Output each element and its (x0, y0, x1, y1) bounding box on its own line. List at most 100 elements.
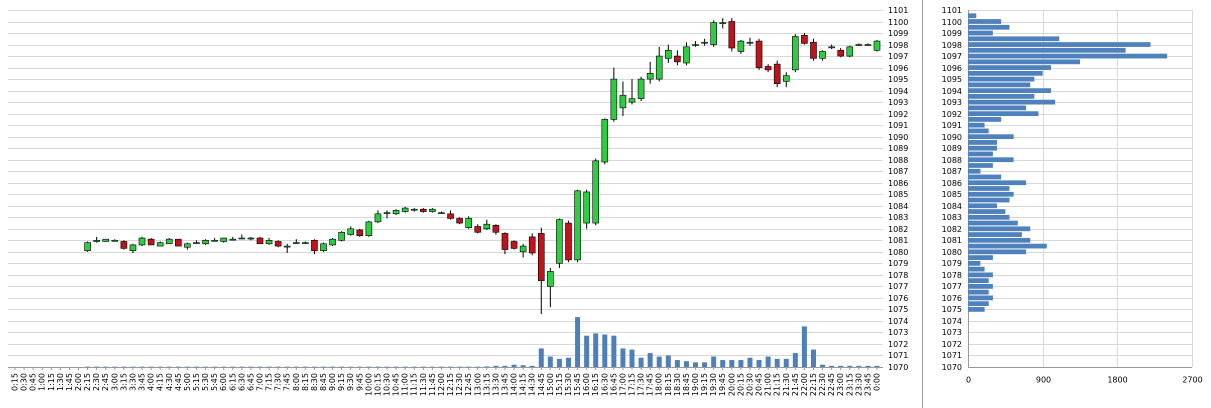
candle-body (238, 237, 246, 240)
candle-body (329, 238, 336, 246)
x-tick-label: 8:30 (310, 373, 319, 391)
candle-body (292, 242, 300, 244)
profile-bar (968, 163, 993, 168)
y-tick-label: 1101 (942, 6, 962, 15)
y-tick-label: 1097 (942, 52, 962, 61)
volume-bar (520, 365, 526, 367)
y-tick-label: 1081 (942, 236, 962, 245)
x-tick-label: 17:15 (628, 373, 637, 396)
y-tick-label: 1101 (888, 6, 908, 15)
volume-bar (293, 366, 299, 368)
candle-body (84, 242, 91, 251)
candle-body (465, 218, 472, 228)
y-tick-label: 1082 (888, 225, 908, 234)
candle-body (501, 233, 509, 250)
x-tick-label: 0:45 (29, 373, 38, 391)
y-tick-label: 1098 (888, 41, 908, 50)
y-tick-label: 1100 (888, 18, 908, 27)
volume-bar (783, 358, 789, 367)
x-tick-label: 22:30 (818, 373, 827, 396)
profile-bar (968, 168, 981, 174)
volume-bar (647, 353, 653, 367)
candle-body (365, 221, 373, 237)
x-tick-label: 3:15 (119, 373, 128, 391)
y-tick-label: 1083 (942, 213, 962, 222)
x-tick-label: 14:45 (537, 373, 546, 396)
volume-bar (148, 366, 154, 368)
volume-bar (511, 364, 517, 367)
x-tick-label: 10:30 (383, 373, 392, 396)
profile-bar (968, 30, 993, 36)
volume-bar (139, 366, 145, 368)
candle-body (674, 55, 681, 63)
y-tick-label: 1094 (888, 87, 908, 96)
candle-body (728, 21, 736, 49)
y-tick-label: 1099 (942, 29, 962, 38)
candle-body (792, 36, 799, 71)
x-tick-label: 1:15 (47, 373, 56, 391)
candle-body (311, 240, 318, 251)
x-tick-label: 16:15 (591, 373, 600, 396)
x-tick-label: 8:00 (292, 373, 301, 391)
x-tick-label: 23:30 (854, 373, 863, 396)
x-tick-label: 23:45 (863, 373, 872, 396)
volume-bar (112, 366, 118, 368)
x-tick-label: 10:15 (373, 373, 382, 396)
profile-bar (968, 278, 989, 284)
y-tick-label: 1080 (888, 248, 908, 257)
candle-body (447, 213, 454, 219)
y-tick-label: 1070 (942, 363, 962, 372)
profile-bar (968, 145, 998, 151)
candle-body (320, 243, 327, 251)
profile-bar (968, 266, 985, 272)
x-tick-label: 1:00 (38, 373, 47, 391)
x-tick-label: 2:45 (101, 373, 110, 391)
volume-bar (321, 366, 327, 368)
x-tick-label: 20:45 (755, 373, 764, 396)
candle-body (175, 238, 182, 247)
x-tick-label: 16:45 (609, 373, 618, 396)
profile-bar (968, 42, 1151, 47)
y-tick-label: 1070 (888, 363, 908, 372)
volume-bar (765, 356, 771, 367)
candle-body (111, 240, 119, 242)
volume-bar (121, 366, 127, 368)
x-tick-label: 4:30 (165, 373, 174, 391)
candle-body (438, 212, 445, 214)
x-tick-label: 4:45 (174, 373, 183, 391)
candle-body (528, 236, 536, 254)
y-tick-label: 1089 (942, 144, 962, 153)
volume-bar (275, 366, 281, 368)
x-tick-label: 4:15 (156, 373, 165, 391)
x-tick-label: 13:45 (500, 373, 509, 396)
volume-bar (593, 333, 599, 367)
volume-bar (221, 366, 227, 368)
x-tick-label: 13:30 (491, 373, 500, 396)
x-tick-label: 15:15 (555, 373, 564, 396)
candle-body (120, 241, 128, 249)
x-tick-label: 12:15 (446, 373, 455, 396)
volume-bar (665, 355, 671, 367)
x-tick-label: 16:30 (600, 373, 609, 396)
x-tick-label: 10:00 (364, 373, 373, 396)
volume-bar (747, 357, 753, 367)
volume-bar (756, 360, 762, 367)
x-tick-label: 11:15 (410, 373, 419, 396)
volume-bar (829, 365, 835, 367)
y-tick-label: 1098 (942, 41, 962, 50)
x-tick-label: 3:00 (110, 373, 119, 391)
volume-bar (602, 334, 608, 367)
y-tick-label: 1076 (888, 294, 908, 303)
x-tick-label: 14:15 (519, 373, 528, 396)
x-tick-label: 7:30 (274, 373, 283, 391)
y-tick-label: 1079 (942, 259, 962, 268)
x-tick-label: 9:30 (346, 373, 355, 391)
candle-body (492, 225, 500, 233)
volume-bar (411, 366, 417, 368)
y-tick-label: 1071 (888, 351, 908, 360)
y-tick-label: 1096 (942, 64, 962, 73)
y-tick-label: 1073 (888, 328, 908, 337)
volume-bar (620, 348, 626, 367)
volume-bar (357, 366, 363, 368)
x-tick-label: 1:30 (56, 373, 65, 391)
